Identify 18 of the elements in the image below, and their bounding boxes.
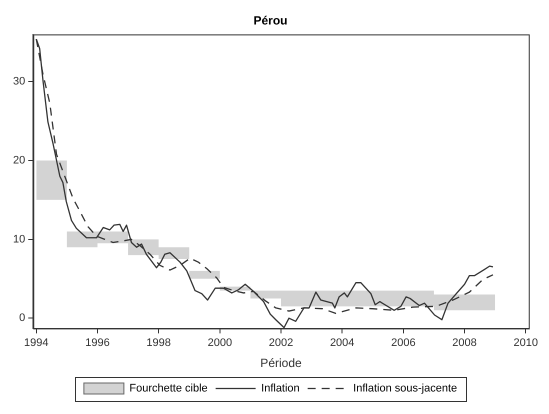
x-tick-label: 1994 [24,337,49,350]
x-tick-label: 2004 [330,337,354,350]
legend-label: Fourchette cible [129,382,208,395]
x-tick-label: 1996 [85,337,110,350]
y-tick-label: 10 [12,233,26,246]
legend-label: Inflation [261,382,300,395]
x-tick-label: 2002 [268,337,294,350]
x-tick-label: 2008 [452,337,477,350]
y-tick-label: 0 [19,312,26,324]
legend-label: Inflation sous-jacente [353,382,458,395]
x-tick-label: 2010 [513,337,538,350]
y-tick-label: 30 [12,76,26,88]
x-tick-label: 2006 [391,337,416,350]
x-tick-label: 2000 [208,337,232,350]
x-axis-title: Période [260,356,302,370]
x-tick-label: 1998 [146,337,171,350]
chart-title: Pérou [253,14,288,28]
y-tick-label: 20 [12,154,26,167]
